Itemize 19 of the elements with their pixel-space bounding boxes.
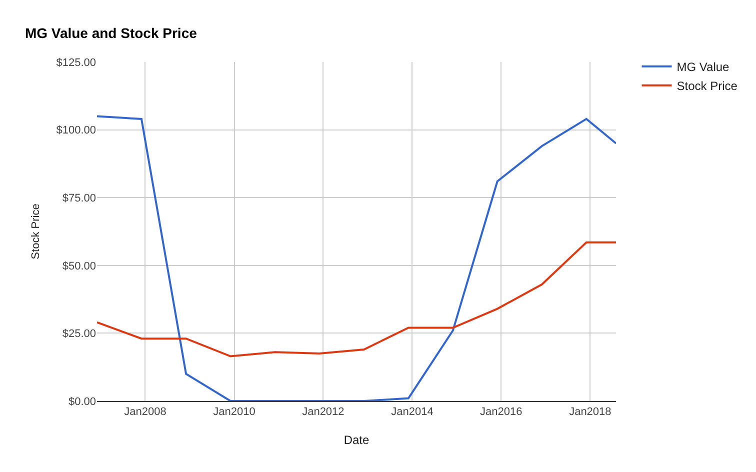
- y-tick-label: $125.00: [56, 56, 96, 69]
- x-tick-label: Jan2018: [569, 406, 612, 418]
- x-tick-label: Jan2010: [213, 406, 256, 418]
- y-axis-title: Stock Price: [30, 204, 42, 260]
- line-series: [97, 115, 616, 401]
- x-tick-label: Jan2016: [480, 406, 522, 418]
- line-series: [97, 241, 616, 358]
- x-axis-title: Date: [344, 433, 370, 448]
- legend-label: Stock Price: [676, 79, 738, 94]
- y-tick-label: $75.00: [62, 192, 96, 204]
- x-tick-label: Jan2008: [124, 406, 166, 418]
- y-tick-label: $25.00: [62, 328, 96, 340]
- y-tick-label: $100.00: [56, 124, 96, 137]
- legend-label: MG Value: [676, 60, 730, 74]
- x-tick-label: Jan2014: [391, 406, 434, 418]
- x-tick-label: Jan2012: [302, 406, 344, 418]
- y-tick-label: $50.00: [62, 260, 96, 272]
- chart-title: MG Value and Stock Price: [24, 24, 198, 41]
- y-tick-label: $0.00: [68, 396, 96, 408]
